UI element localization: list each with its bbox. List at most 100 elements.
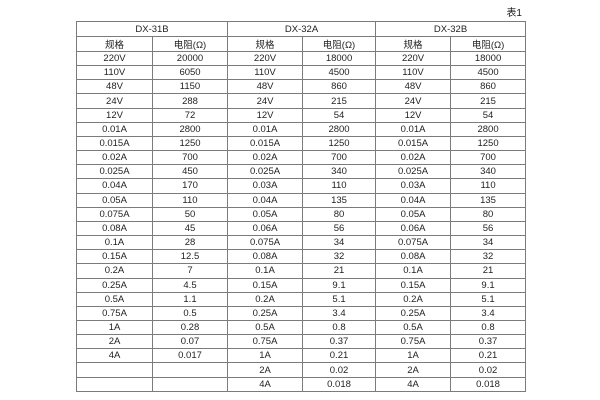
spec-cell: 220V — [227, 50, 304, 67]
table-body: 220V 20000 220V 18000 220V 18000 110V 6050 110V 4… — [76, 50, 527, 393]
spec-cell: 0.05A — [227, 206, 304, 222]
spec-cell: 0.08A — [227, 249, 304, 265]
resistance-cell: 3.4 — [302, 305, 377, 321]
table-row: 0.075A 50 0.05A 80 0.05A 80 — [76, 206, 527, 222]
spec-cell: 1A — [227, 348, 304, 364]
table-row: 0.02A 700 0.02A 700 0.02A 700 — [76, 150, 527, 166]
spec-cell: 0.01A — [227, 121, 304, 137]
spec-cell: 12V — [76, 107, 153, 123]
spec-cell: 0.06A — [375, 220, 452, 237]
resistance-cell: 9.1 — [450, 277, 527, 293]
resistance-cell: 72 — [151, 107, 229, 123]
resistance-cell: 54 — [302, 107, 377, 123]
table-row: 48V 1150 48V 860 48V 860 — [76, 79, 527, 95]
spec-cell: 110V — [76, 65, 153, 81]
resistance-cell — [151, 376, 229, 393]
table-row: 0.5A 1.1 0.2A 5.1 0.2A 5.1 — [76, 291, 527, 307]
spec-cell: 0.03A — [227, 178, 304, 194]
table-row: 0.25A 4.5 0.15A 9.1 0.15A 9.1 — [76, 277, 527, 293]
resistance-cell: 0.21 — [302, 348, 377, 364]
resistance-cell: 860 — [450, 79, 527, 95]
spec-cell: 48V — [227, 79, 304, 95]
table-row: 0.025A 450 0.025A 340 0.025A 340 — [76, 164, 527, 180]
table-row: 0.04A 170 0.03A 110 0.03A 110 — [76, 178, 527, 194]
resistance-cell — [151, 362, 229, 378]
spec-cell: 0.02A — [227, 150, 304, 166]
resistance-cell: 4500 — [302, 65, 377, 81]
spec-cell: 110V — [227, 65, 304, 81]
resistance-column-header: 电阻(Ω) — [151, 36, 229, 52]
spec-cell: 0.25A — [227, 305, 304, 321]
spec-cell: 0.06A — [227, 220, 304, 237]
spec-cell: 0.5A — [375, 319, 452, 336]
table-row: 12V 72 12V 54 12V 54 — [76, 107, 527, 123]
spec-column-header: 规格 — [227, 36, 304, 52]
resistance-cell: 9.1 — [302, 277, 377, 293]
table-row: 4A 0.018 4A 0.018 — [76, 376, 527, 393]
spec-cell: 0.25A — [375, 305, 452, 321]
table-row: 0.15A 12.5 0.08A 32 0.08A 32 — [76, 249, 527, 265]
resistance-cell: 288 — [151, 93, 229, 109]
spec-cell: 0.5A — [227, 319, 304, 336]
spec-cell: 0.15A — [375, 277, 452, 293]
resistance-cell: 1250 — [151, 135, 229, 152]
resistance-cell: 135 — [450, 192, 527, 208]
table-row: 4A 0.017 1A 0.21 1A 0.21 — [76, 348, 527, 364]
spec-cell: 0.2A — [76, 263, 153, 279]
spec-cell: 0.08A — [76, 220, 153, 237]
spec-cell: 0.075A — [227, 235, 304, 251]
resistance-cell: 34 — [302, 235, 377, 251]
resistance-cell: 700 — [151, 150, 229, 166]
spec-cell: 0.075A — [375, 235, 452, 251]
spec-cell: 0.2A — [375, 291, 452, 307]
resistance-cell: 80 — [302, 206, 377, 222]
table-row: 0.05A 110 0.04A 135 0.04A 135 — [76, 192, 527, 208]
resistance-cell: 45 — [151, 220, 229, 237]
spec-cell — [76, 376, 153, 393]
table-row: 0.75A 0.5 0.25A 3.4 0.25A 3.4 — [76, 305, 527, 321]
spec-cell: 4A — [227, 376, 304, 393]
group-header-dx31b: DX-31B — [75, 21, 229, 37]
table-row: 0.08A 45 0.06A 56 0.06A 56 — [76, 220, 527, 237]
resistance-cell: 12.5 — [151, 249, 229, 265]
resistance-cell: 4500 — [450, 65, 527, 81]
spec-cell: 0.025A — [76, 164, 153, 180]
spec-cell: 0.015A — [227, 135, 304, 152]
resistance-cell: 0.8 — [450, 319, 527, 336]
resistance-cell: 18000 — [450, 50, 527, 67]
subheader-row: 规格 电阻(Ω) 规格 电阻(Ω) 规格 电阻(Ω) — [76, 36, 527, 52]
resistance-cell: 56 — [450, 220, 527, 237]
resistance-cell: 1150 — [151, 79, 229, 95]
resistance-cell: 110 — [302, 178, 377, 194]
resistance-cell: 21 — [302, 263, 377, 279]
spec-cell: 0.15A — [227, 277, 304, 293]
resistance-cell: 0.018 — [302, 376, 377, 393]
resistance-table: DX-31B DX-32A DX-32B 规格 电阻(Ω) 规格 电阻(Ω) 规… — [75, 21, 527, 393]
table-row: 1A 0.28 0.5A 0.8 0.5A 0.8 — [76, 319, 527, 336]
spec-cell: 0.015A — [76, 135, 153, 152]
table-caption: 表1 — [506, 8, 522, 19]
spec-cell: 0.02A — [375, 150, 452, 166]
resistance-cell: 21 — [450, 263, 527, 279]
spec-cell: 12V — [227, 107, 304, 123]
spec-cell: 0.04A — [227, 192, 304, 208]
spec-cell: 4A — [76, 348, 153, 364]
spec-cell: 0.25A — [76, 277, 153, 293]
spec-cell: 4A — [375, 376, 452, 393]
table-row: 0.01A 2800 0.01A 2800 0.01A 2800 — [76, 121, 527, 137]
resistance-cell: 0.8 — [302, 319, 377, 336]
table-row: 0.1A 28 0.075A 34 0.075A 34 — [76, 235, 527, 251]
group-header-dx32b: DX-32B — [375, 21, 527, 37]
resistance-cell: 0.017 — [151, 348, 229, 364]
spec-cell: 0.075A — [76, 206, 153, 222]
resistance-cell: 1250 — [302, 135, 377, 152]
resistance-cell: 50 — [151, 206, 229, 222]
spec-cell: 1A — [375, 348, 452, 364]
spec-cell: 1A — [76, 319, 153, 336]
resistance-cell: 5.1 — [302, 291, 377, 307]
resistance-cell: 5.1 — [450, 291, 527, 307]
spec-cell: 0.1A — [227, 263, 304, 279]
resistance-cell: 0.37 — [302, 334, 377, 350]
spec-cell: 220V — [375, 50, 452, 67]
resistance-cell: 4.5 — [151, 277, 229, 293]
